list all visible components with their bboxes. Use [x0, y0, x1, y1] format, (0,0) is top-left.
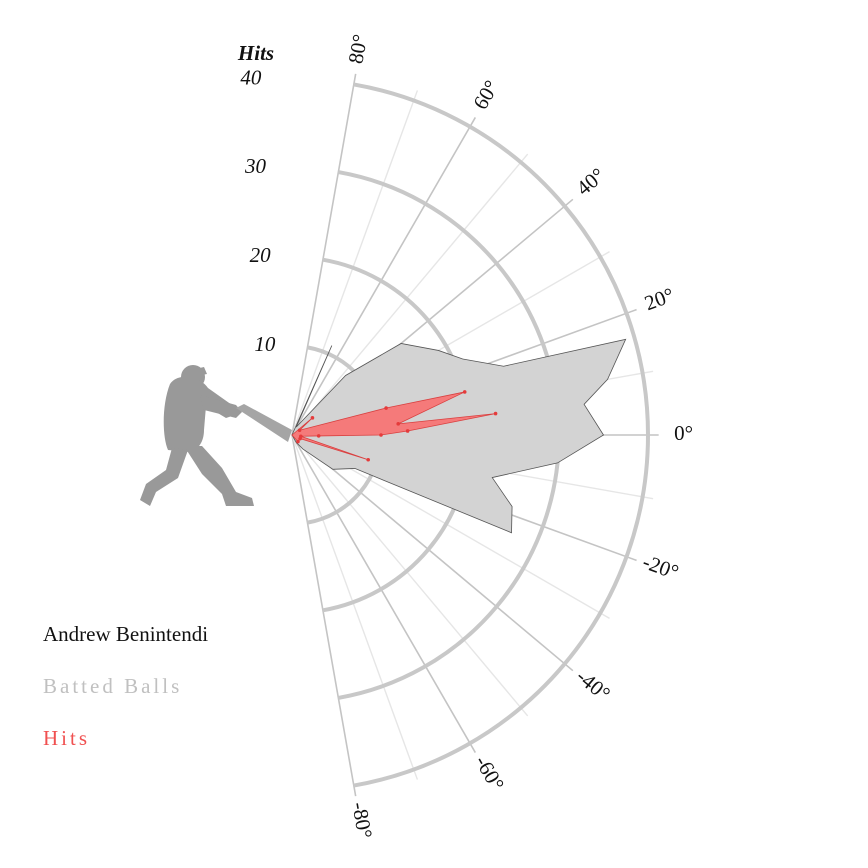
hits-point — [310, 416, 315, 420]
spoke-minor — [291, 434, 419, 780]
batter-silhouette-icon — [140, 365, 292, 506]
angle-tick-label: 40° — [572, 163, 610, 200]
spoke-major — [291, 117, 477, 436]
spoke-major — [291, 434, 477, 753]
angle-tick-label: -20° — [640, 549, 682, 584]
radial-axis-label: Hits — [237, 41, 274, 65]
spoke-major — [291, 434, 574, 672]
hits-point — [298, 436, 302, 441]
hits-point — [297, 428, 302, 433]
hits-point — [462, 390, 467, 394]
hits-point — [405, 429, 410, 433]
angle-tick-label: -40° — [572, 664, 615, 706]
hits-point — [366, 457, 370, 462]
radial-tick-label: 40 — [240, 65, 262, 89]
radial-tick-label: 30 — [244, 154, 267, 178]
angle-tick-label: 60° — [468, 76, 503, 113]
hits-point — [296, 439, 300, 444]
hits-point — [316, 434, 321, 438]
angle-tick-label: 80° — [343, 32, 372, 65]
hits-point — [379, 433, 383, 437]
chart-series — [291, 338, 627, 534]
radial-tick-label: 10 — [254, 332, 276, 356]
hits-point — [396, 422, 401, 426]
spoke-minor — [291, 434, 529, 717]
legend-hits[interactable]: Hits — [43, 726, 91, 750]
legend-player-name: Andrew Benintendi — [43, 622, 209, 646]
spoke-major — [291, 73, 357, 436]
grid-ring — [353, 82, 651, 788]
angle-tick-label: 0° — [674, 421, 693, 445]
angle-tick-label: -80° — [347, 800, 377, 840]
radial-tick-label: 20 — [250, 243, 272, 267]
spoke-major — [291, 434, 357, 797]
spoke-minor — [291, 90, 419, 436]
legend-batted-balls[interactable]: Batted Balls — [43, 674, 183, 698]
batted-balls-area — [291, 338, 627, 534]
hits-point — [493, 411, 498, 416]
angle-tick-label: -60° — [470, 751, 509, 795]
angle-tick-label: 20° — [641, 283, 677, 316]
hits-point — [384, 406, 388, 410]
spoke-minor — [291, 153, 529, 436]
